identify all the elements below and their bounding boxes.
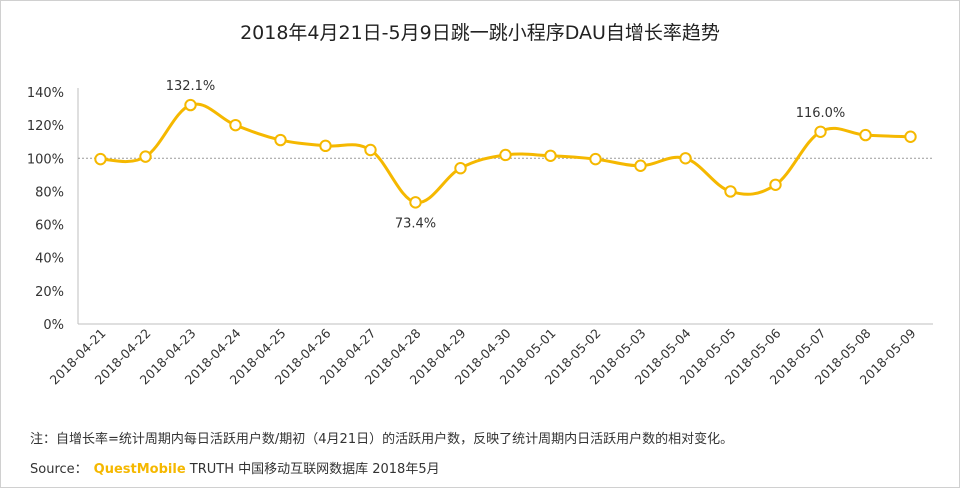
y-tick-label: 20% <box>35 285 64 300</box>
data-point <box>274 133 287 147</box>
data-point <box>724 185 737 198</box>
chart-note: 注：自增长率=统计周期内每日活跃用户数/期初（4月21日）的活跃用户数，反映了统… <box>30 432 734 447</box>
source-brand-logo: QuestMobile <box>93 462 186 477</box>
data-point <box>409 196 422 209</box>
y-tick-label: 40% <box>35 252 64 267</box>
data-label: 73.4% <box>395 216 436 231</box>
data-point <box>319 139 332 153</box>
y-tick-label: 140% <box>27 86 64 101</box>
data-point <box>94 152 107 166</box>
y-tick-label: 0% <box>43 318 64 333</box>
data-point <box>229 118 242 132</box>
data-point <box>499 148 512 162</box>
data-point <box>454 162 467 175</box>
data-point <box>814 125 827 138</box>
data-label: 132.1% <box>166 79 216 94</box>
data-point <box>769 178 782 192</box>
y-tick-label: 100% <box>27 152 64 167</box>
chart-source: Source： QuestMobile TRUTH 中国移动互联网数据库 2018… <box>30 458 440 477</box>
source-suffix: TRUTH 中国移动互联网数据库 2018年5月 <box>185 462 440 477</box>
y-tick-label: 120% <box>27 119 64 134</box>
data-point <box>544 149 557 163</box>
data-point <box>364 143 377 157</box>
data-point <box>139 150 152 163</box>
y-tick-label: 60% <box>35 219 64 234</box>
data-point <box>589 152 602 166</box>
data-point <box>679 152 692 165</box>
source-prefix: Source： <box>30 462 88 477</box>
data-label: 116.0% <box>796 106 846 121</box>
y-tick-label: 80% <box>35 185 64 200</box>
data-point <box>859 128 872 142</box>
chart-title: 2018年4月21日-5月9日跳一跳小程序DAU自增长率趋势 <box>240 22 720 44</box>
data-point <box>904 130 917 143</box>
data-point <box>184 98 197 112</box>
data-point <box>634 159 647 172</box>
